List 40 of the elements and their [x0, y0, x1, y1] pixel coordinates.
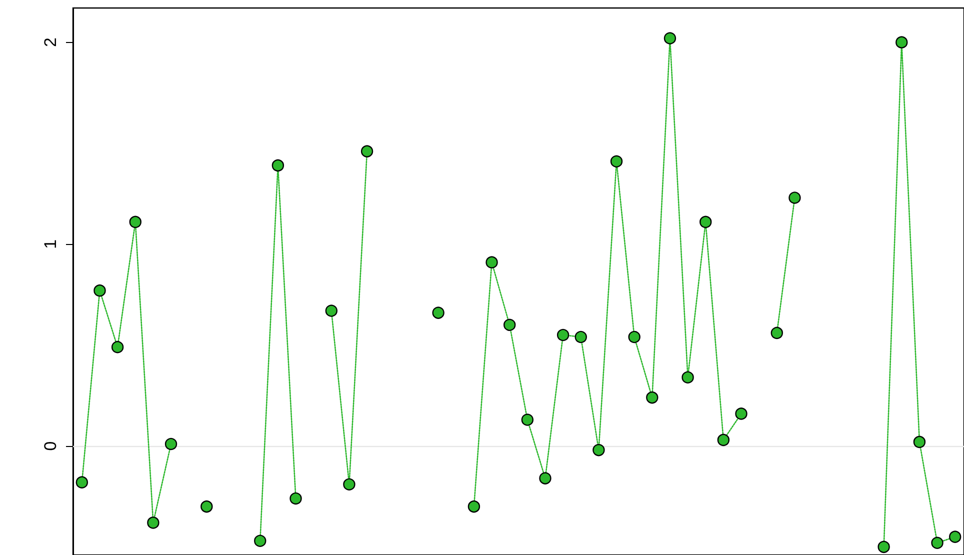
point	[646, 391, 658, 404]
point	[574, 330, 587, 344]
point	[735, 408, 748, 420]
point	[770, 326, 783, 340]
point	[878, 540, 890, 554]
point	[592, 444, 605, 456]
point	[343, 478, 356, 490]
point	[111, 341, 124, 354]
point	[664, 32, 676, 44]
point	[129, 216, 142, 228]
point	[521, 414, 534, 426]
y-tick-label: 1	[41, 239, 60, 249]
point	[200, 500, 213, 513]
point	[325, 304, 338, 317]
point	[700, 216, 712, 228]
point	[556, 328, 570, 342]
point	[717, 434, 730, 446]
point	[931, 536, 944, 549]
point	[486, 256, 498, 268]
point	[682, 371, 694, 384]
point	[913, 436, 926, 448]
point	[290, 492, 302, 505]
point	[360, 145, 374, 158]
point	[468, 500, 480, 513]
point	[628, 330, 640, 344]
point	[76, 476, 88, 488]
point	[147, 516, 160, 529]
y-tick-label: 0	[41, 441, 60, 451]
point	[504, 318, 516, 331]
point	[610, 155, 623, 168]
point	[254, 534, 266, 547]
point	[432, 306, 444, 319]
point	[272, 159, 284, 172]
point	[788, 192, 801, 204]
point	[539, 472, 552, 484]
point	[164, 438, 178, 450]
point	[949, 530, 962, 543]
point	[94, 284, 106, 297]
point	[896, 36, 908, 48]
y-tick-label: 2	[41, 38, 60, 48]
